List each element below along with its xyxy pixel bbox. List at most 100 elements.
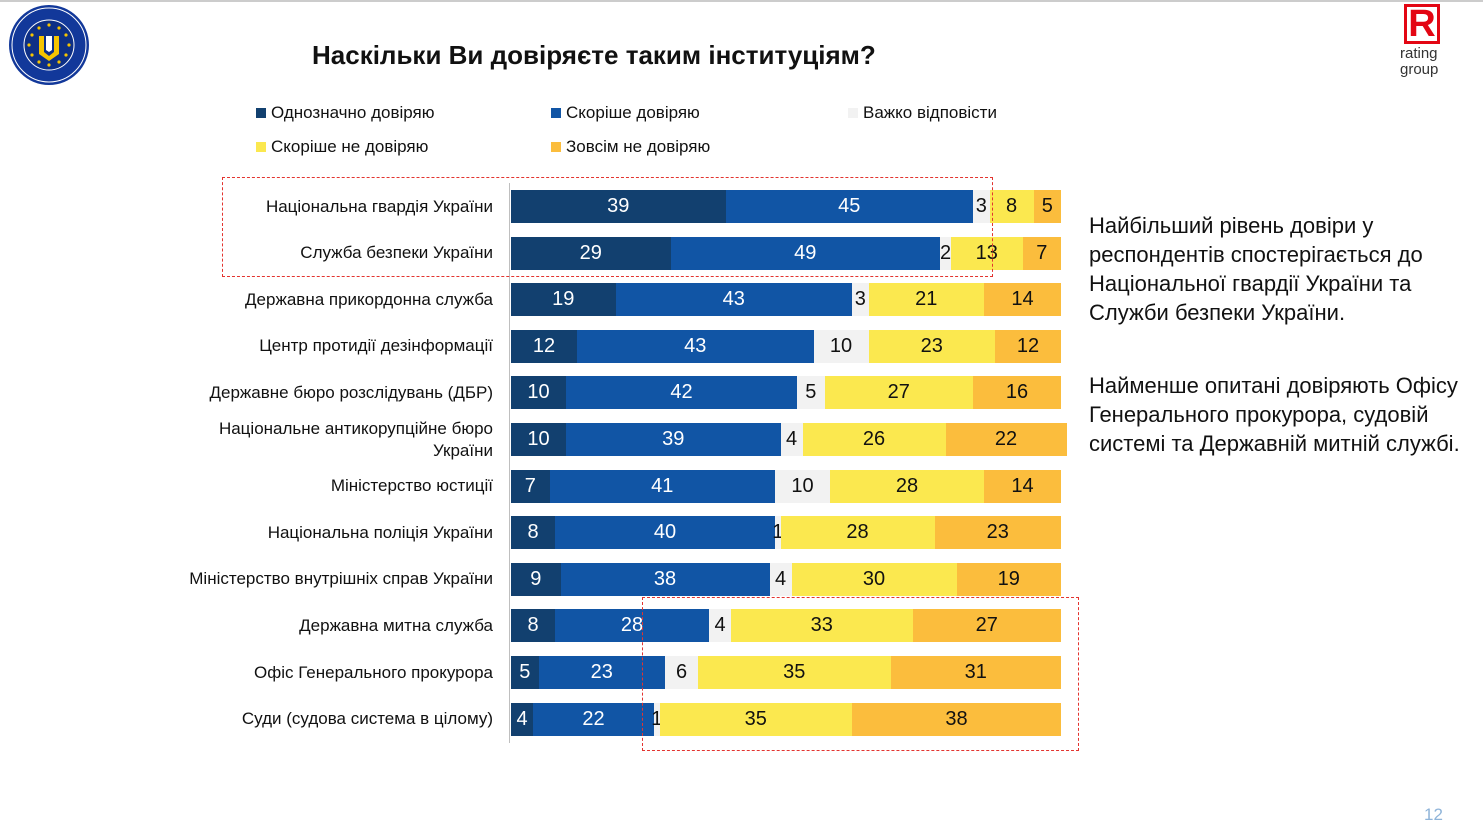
note-lowest-trust: Найменше опитані довіряють Офісу Генерал… (1089, 373, 1460, 456)
bar-segment (984, 469, 1061, 503)
bar-value-label: 12 (1016, 334, 1040, 357)
top-divider (0, 0, 1483, 2)
category-label: Державна митна служба (153, 615, 493, 637)
bar-segment (560, 562, 770, 596)
bar-value-label: 8 (527, 521, 539, 544)
bar-value-label: 27 (887, 381, 910, 404)
bar-segment (973, 376, 1061, 410)
category-label-line: Національна поліція України (267, 522, 493, 542)
bar-value-label: 35 (744, 707, 767, 730)
category-label: Національне антикорупційне бюро України (153, 418, 493, 462)
bar-segment (1022, 236, 1061, 270)
bar-segment (533, 702, 654, 736)
bar-value-label: 10 (527, 381, 550, 404)
rating-group-logo-text: rating group (1400, 46, 1438, 78)
legend-swatch (848, 108, 858, 118)
category-label-line: Національне антикорупційне бюро (218, 418, 493, 438)
bar-value-label: 29 (579, 241, 602, 264)
page-number: 12 (1424, 805, 1443, 824)
bar-segment (615, 283, 852, 317)
bar-value-label: 5 (1041, 195, 1053, 217)
bar-value-label: 10 (829, 334, 853, 357)
bar-segment (566, 423, 781, 456)
bar-segment (945, 423, 1067, 456)
bar-value-label: 41 (651, 474, 674, 497)
bar-segment (951, 236, 1023, 270)
rating-group-logo: R rating group (1396, 3, 1460, 84)
bar-segment (973, 190, 990, 223)
rating-group-logo-mark: R (1404, 3, 1440, 45)
bar-value-label: 21 (915, 288, 938, 311)
category-label: Служба безпеки України (153, 242, 493, 264)
bar-value-label: 39 (607, 195, 630, 217)
legend-swatch (256, 108, 266, 118)
bar-segment (555, 609, 709, 643)
bar-segment (769, 562, 792, 596)
bar-value-label: 19 (552, 288, 575, 311)
category-axis-line (509, 183, 510, 743)
bar-value-label: 43 (684, 334, 707, 357)
bar-segment (511, 329, 577, 363)
category-label-line: Центр протидії дезінформації (259, 336, 493, 356)
bar-segment (511, 702, 533, 736)
bar-segment (549, 469, 775, 503)
bar-value-label: 23 (920, 334, 943, 357)
bar-value-label: 4 (774, 567, 787, 590)
bar-segment (984, 283, 1061, 317)
legend-label: Скоріше не довіряю (271, 137, 429, 156)
legend-swatch (551, 142, 561, 152)
rating-group-logo-word-2: group (1400, 61, 1439, 78)
bar-value-label: 4 (516, 707, 528, 730)
bar-value-label: 23 (590, 661, 613, 683)
bar-value-label: 16 (1005, 381, 1029, 404)
category-label-line: Міністерство юстиції (330, 476, 493, 496)
bar-value-label: 43 (722, 288, 745, 311)
bar-value-label: 7 (524, 474, 536, 497)
bar-value-label: 31 (964, 661, 987, 683)
bar-segment (511, 423, 566, 456)
bar-segment (665, 656, 698, 689)
category-label: Державне бюро розслідувань (ДБР) (153, 382, 494, 404)
bar-value-label: 33 (810, 614, 833, 637)
category-label-line: Державне бюро розслідувань (ДБР) (209, 382, 494, 402)
bar-value-label: 14 (1011, 474, 1034, 497)
bar-segment (577, 329, 814, 363)
bar-segment (1033, 190, 1061, 223)
bar-segment (912, 609, 1061, 643)
bar-value-label: 28 (620, 614, 644, 637)
bar-value-label: 5 (805, 381, 817, 404)
bar-value-label: 28 (895, 474, 919, 497)
bar-segment (566, 376, 797, 410)
bar-segment (775, 516, 781, 550)
bar-segment (852, 702, 1061, 736)
bar-value-label: 1 (772, 521, 784, 544)
category-label-line: Міністерство внутрішніх справ України (189, 569, 493, 589)
bar-segment (813, 329, 869, 363)
bar-segment (698, 656, 891, 689)
bar-segment (511, 469, 550, 503)
category-label: Міністерство внутрішніх справ України (153, 568, 493, 590)
bar-value-label: 3 (975, 195, 987, 217)
bar-segment (725, 190, 973, 223)
bar-segment (890, 656, 1061, 689)
bar-value-label: 14 (1011, 288, 1034, 311)
category-label: Міністерство юстиції (153, 475, 493, 497)
bar-segment (989, 190, 1034, 223)
rating-group-logo-word-1: rating (1400, 45, 1438, 62)
bar-value-label: 12 (532, 334, 556, 357)
bar-value-label: 7 (1036, 241, 1048, 264)
category-label-line: України (433, 440, 493, 460)
category-label: Суди (судова система в цілому) (153, 708, 493, 730)
bar-segment (731, 609, 913, 643)
category-label: Національна поліція України (153, 522, 493, 544)
bar-value-label: 8 (527, 614, 539, 637)
bar-value-label: 22 (994, 428, 1018, 450)
bar-segment (802, 423, 946, 456)
legend-swatch (551, 108, 561, 118)
bar-segment (511, 236, 671, 270)
bar-segment (555, 516, 775, 550)
bar-value-label: 38 (653, 567, 677, 590)
bar-value-label: 3 (854, 288, 866, 311)
bar-value-label: 10 (791, 474, 814, 497)
